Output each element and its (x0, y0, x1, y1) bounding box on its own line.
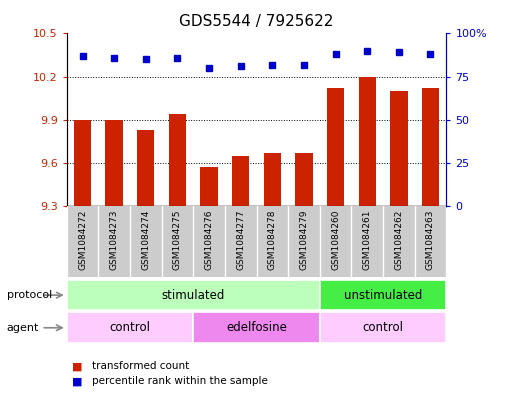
Text: ■: ■ (72, 361, 82, 371)
Bar (320, 312, 446, 343)
Bar (67, 312, 193, 343)
Bar (137, 130, 154, 206)
Bar (67, 280, 320, 310)
Bar (193, 312, 320, 343)
Title: GDS5544 / 7925622: GDS5544 / 7925622 (180, 15, 333, 29)
Text: GSM1084260: GSM1084260 (331, 210, 340, 270)
Text: control: control (109, 321, 150, 334)
Text: protocol: protocol (7, 290, 52, 300)
Bar (327, 88, 344, 206)
Text: GSM1084263: GSM1084263 (426, 210, 435, 270)
Text: GSM1084275: GSM1084275 (173, 210, 182, 270)
Text: agent: agent (7, 323, 39, 333)
Bar (295, 153, 312, 206)
Text: percentile rank within the sample: percentile rank within the sample (92, 376, 268, 386)
Bar (264, 153, 281, 206)
Bar (201, 167, 218, 206)
Text: GSM1084261: GSM1084261 (363, 210, 372, 270)
Bar (232, 156, 249, 206)
Text: GSM1084262: GSM1084262 (394, 210, 403, 270)
Bar (74, 120, 91, 206)
Text: ■: ■ (72, 376, 82, 386)
Bar (106, 120, 123, 206)
Text: GSM1084274: GSM1084274 (141, 210, 150, 270)
Bar (169, 114, 186, 206)
Text: GSM1084276: GSM1084276 (205, 210, 213, 270)
Bar (320, 280, 446, 310)
Text: GSM1084278: GSM1084278 (268, 210, 277, 270)
Text: edelfosine: edelfosine (226, 321, 287, 334)
Text: GSM1084279: GSM1084279 (300, 210, 308, 270)
Bar (390, 91, 407, 206)
Text: unstimulated: unstimulated (344, 288, 422, 302)
Text: GSM1084273: GSM1084273 (110, 210, 119, 270)
Text: stimulated: stimulated (162, 288, 225, 302)
Text: control: control (363, 321, 404, 334)
Bar (359, 77, 376, 206)
Text: GSM1084272: GSM1084272 (78, 210, 87, 270)
Bar (422, 88, 439, 206)
Text: transformed count: transformed count (92, 361, 190, 371)
Text: GSM1084277: GSM1084277 (236, 210, 245, 270)
